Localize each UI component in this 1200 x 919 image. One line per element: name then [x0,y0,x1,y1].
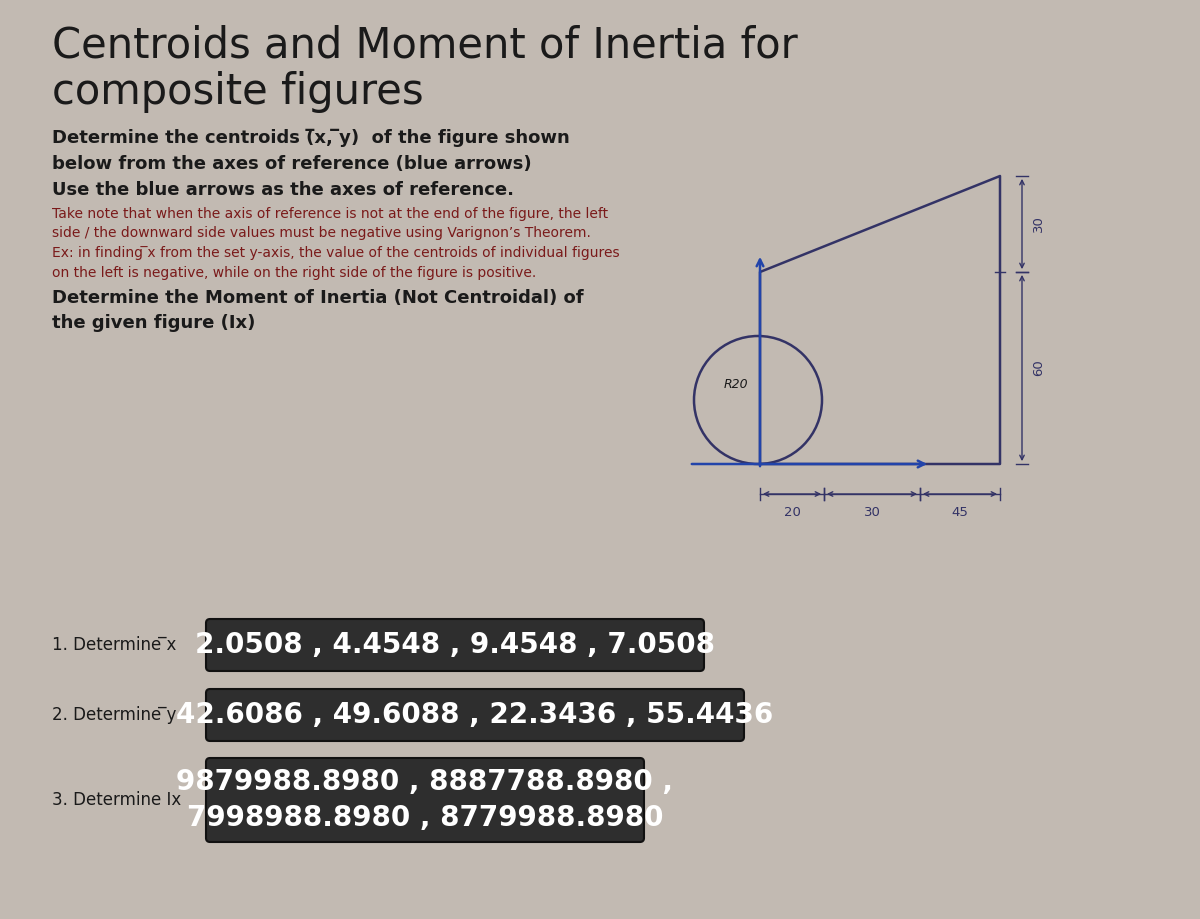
Text: 2.0508 , 4.4548 , 9.4548 , 7.0508: 2.0508 , 4.4548 , 9.4548 , 7.0508 [194,631,715,659]
Text: 1. Determine ̅x: 1. Determine ̅x [52,636,176,654]
Text: Determine the Moment of Inertia (Not Centroidal) of
the given figure (Ix): Determine the Moment of Inertia (Not Cen… [52,289,583,332]
FancyBboxPatch shape [206,619,704,671]
Text: 20: 20 [784,506,800,519]
Text: Determine the centroids (̅x, ̅y)  of the figure shown
below from the axes of ref: Determine the centroids (̅x, ̅y) of the … [52,129,570,199]
Text: 30: 30 [864,506,881,519]
Text: Take note that when the axis of reference is not at the end of the figure, the l: Take note that when the axis of referenc… [52,207,619,279]
FancyBboxPatch shape [206,689,744,741]
Text: 2. Determine ̅y: 2. Determine ̅y [52,706,176,724]
Text: 9879988.8980 , 8887788.8980 ,
7998988.8980 , 8779988.8980: 9879988.8980 , 8887788.8980 , 7998988.89… [176,768,673,832]
Text: 45: 45 [952,506,968,519]
FancyBboxPatch shape [206,758,644,842]
Text: 30: 30 [1032,216,1045,233]
Text: 42.6086 , 49.6088 , 22.3436 , 55.4436: 42.6086 , 49.6088 , 22.3436 , 55.4436 [176,701,774,729]
Text: Centroids and Moment of Inertia for
composite figures: Centroids and Moment of Inertia for comp… [52,24,798,113]
Text: R20: R20 [724,378,748,391]
Text: 3. Determine Ix: 3. Determine Ix [52,791,181,809]
Text: 60: 60 [1032,359,1045,377]
